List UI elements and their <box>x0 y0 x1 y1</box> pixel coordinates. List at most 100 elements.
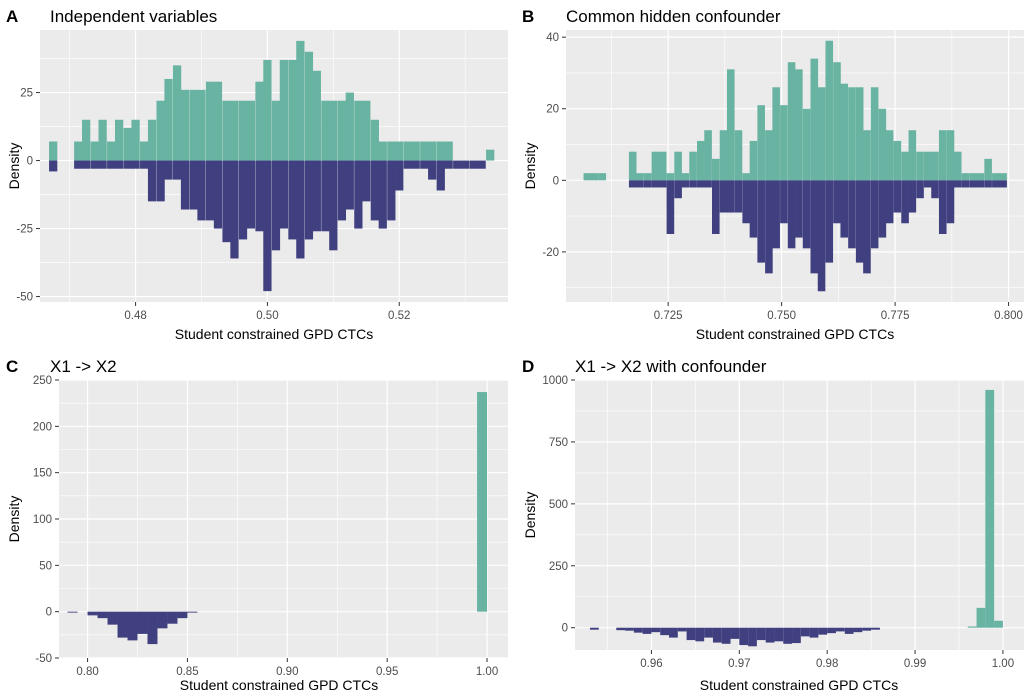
x-tick-label: 0.750 <box>767 310 796 322</box>
lower-histogram-bar <box>97 611 108 619</box>
upper-histogram-bar <box>114 119 124 161</box>
lower-histogram-bar <box>271 160 281 251</box>
lower-histogram-bar <box>312 160 321 232</box>
upper-histogram-bar <box>994 620 1003 628</box>
histogram-bars <box>49 40 495 292</box>
lower-histogram-bar <box>444 160 453 169</box>
lower-histogram-bar <box>810 180 819 274</box>
upper-histogram-bar <box>345 92 354 161</box>
lower-histogram-bar <box>783 627 793 644</box>
lower-histogram-bar <box>164 160 173 180</box>
lower-histogram-bar <box>147 160 157 202</box>
lower-histogram-bar <box>765 180 773 274</box>
upper-histogram-bar <box>643 173 652 181</box>
lower-histogram-bar <box>825 180 834 263</box>
lower-histogram-bar <box>625 627 634 631</box>
lower-histogram-bar <box>780 180 788 224</box>
upper-histogram-bar <box>49 141 58 161</box>
lower-histogram-bar <box>633 627 643 633</box>
x-tick-label: 1.00 <box>476 666 498 678</box>
upper-histogram-bar <box>378 141 387 161</box>
lower-histogram-bar <box>114 160 124 169</box>
upper-histogram-bar <box>999 173 1007 181</box>
lower-histogram-bar <box>255 160 264 232</box>
lower-histogram-bar <box>180 160 190 210</box>
lower-histogram-bar <box>992 180 1000 188</box>
y-tick-label: 0 <box>27 156 33 168</box>
upper-histogram-bar <box>583 173 592 181</box>
lower-histogram-bar <box>387 160 396 221</box>
upper-histogram-bar <box>279 59 289 161</box>
panel-letter: C <box>6 357 18 376</box>
lower-histogram-bar <box>246 160 256 229</box>
lower-histogram-bar <box>127 611 138 641</box>
upper-histogram-bar <box>395 141 404 161</box>
upper-histogram-bar <box>337 100 347 161</box>
upper-histogram-bar <box>765 130 773 181</box>
lower-histogram-bar <box>686 627 696 641</box>
lower-histogram-bar <box>999 180 1007 188</box>
upper-histogram-bar <box>833 62 841 181</box>
lower-histogram-bar <box>636 180 644 188</box>
lower-histogram-bar <box>855 180 864 263</box>
y-tick-label: 0 <box>46 607 52 619</box>
y-tick-label: 500 <box>549 499 568 511</box>
upper-histogram-bar <box>704 130 712 181</box>
lower-histogram-bar <box>395 160 404 191</box>
lower-histogram-bar <box>131 160 140 169</box>
lower-histogram-bar <box>721 627 731 644</box>
lower-histogram-bar <box>787 180 796 249</box>
upper-histogram-bar <box>164 78 173 161</box>
lower-histogram-bar <box>835 627 845 632</box>
upper-histogram-bar <box>172 65 182 161</box>
panel-b: B Common hidden confounder 0.725 0.750 0.7… <box>522 7 1024 342</box>
upper-histogram-bar <box>674 151 682 181</box>
upper-histogram-bar <box>757 105 765 181</box>
lower-histogram-bar <box>354 160 363 229</box>
y-tick-label: 0 <box>562 623 568 635</box>
lower-histogram-bar <box>651 627 661 633</box>
upper-histogram-bar <box>961 173 970 181</box>
lower-histogram-bar <box>67 611 78 613</box>
upper-histogram-bar <box>246 100 256 161</box>
x-tick-label: 0.95 <box>376 666 398 678</box>
histogram-bars <box>67 392 488 645</box>
upper-histogram-bar <box>628 151 637 181</box>
x-tick-label: 0.80 <box>76 666 98 678</box>
panel-title: X1 -> X2 with confounder <box>575 357 767 376</box>
lower-histogram-bar <box>969 180 977 188</box>
x-tick-label: 0.96 <box>640 658 662 670</box>
lower-histogram-bar <box>87 611 98 616</box>
lower-histogram-bar <box>726 180 735 213</box>
lower-histogram-bar <box>757 180 765 263</box>
tick-labels: 0.48 0.50 0.52 -50 -25 0 25 <box>16 88 410 322</box>
lower-histogram-bar <box>666 180 675 234</box>
upper-histogram-bar <box>370 119 379 161</box>
upper-histogram-bar <box>197 89 206 161</box>
lower-histogram-bar <box>677 627 687 632</box>
lower-histogram-bar <box>689 180 697 188</box>
lower-histogram-bar <box>157 611 168 629</box>
upper-histogram-bar <box>213 81 223 161</box>
upper-histogram-bar <box>598 173 607 181</box>
x-axis-title: Student constrained GPD CTCs <box>696 326 894 342</box>
lower-histogram-bar <box>802 180 811 249</box>
upper-histogram-bar <box>749 140 758 181</box>
lower-histogram-bar <box>461 160 470 169</box>
lower-histogram-bar <box>279 160 289 229</box>
x-axis-title: Student constrained GPD CTCs <box>700 677 898 693</box>
y-axis-title: Density <box>522 143 538 190</box>
x-tick-label: 0.48 <box>124 310 146 322</box>
upper-histogram-bar <box>810 58 819 181</box>
upper-histogram-bar <box>734 130 743 181</box>
upper-histogram-bar <box>362 100 371 161</box>
x-tick-label: 0.775 <box>881 310 910 322</box>
lower-histogram-bar <box>147 611 158 645</box>
upper-histogram-bar <box>263 59 272 161</box>
upper-histogram-bar <box>969 173 977 181</box>
lower-histogram-bar <box>177 611 188 619</box>
y-tick-label: 250 <box>33 375 52 387</box>
upper-histogram-bar <box>985 389 995 628</box>
y-tick-label: 250 <box>549 561 568 573</box>
